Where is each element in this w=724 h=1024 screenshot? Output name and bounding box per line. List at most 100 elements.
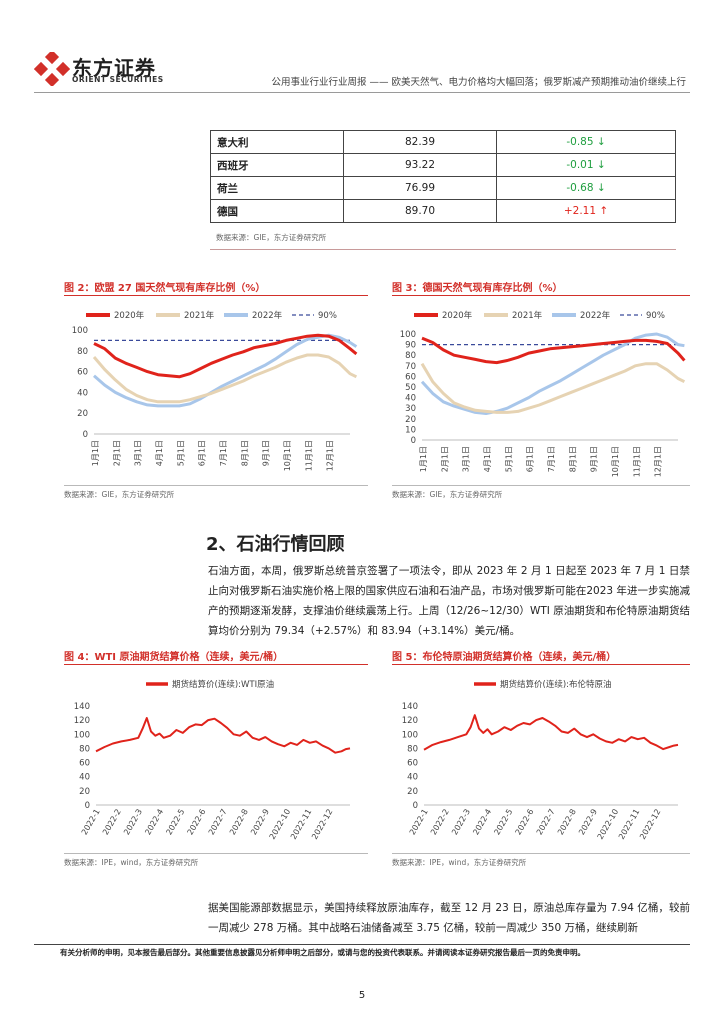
- country-cell: 荷兰: [210, 176, 344, 200]
- header-divider: [34, 92, 690, 93]
- y-tick-label: 30: [405, 404, 416, 414]
- x-tick-label: 2022-7: [207, 808, 229, 837]
- y-tick-label: 20: [407, 787, 418, 797]
- section-title: 2、石油行情回顾: [206, 534, 345, 555]
- fig5-bottom-line: [392, 853, 690, 854]
- y-tick-label: 20: [77, 409, 88, 419]
- x-tick-label: 2022-7: [535, 808, 557, 837]
- x-tick-label: 2022-5: [492, 808, 514, 837]
- x-tick-label: 2月1日: [440, 446, 449, 472]
- x-tick-label: 2022-4: [471, 808, 493, 837]
- x-tick-label: 2022-5: [164, 808, 186, 837]
- logo-name-cn: 东方证券: [72, 56, 156, 80]
- series-line-1: [421, 336, 686, 365]
- fig4-title-line: [64, 664, 368, 665]
- legend-label-2: 2021年: [184, 310, 215, 321]
- fig2-bottom-line: [64, 485, 368, 486]
- y-tick-label: 40: [405, 394, 416, 404]
- x-tick-label: 2022-8: [228, 808, 250, 837]
- fig5-source: 数据来源：IPE，wind，东方证券研究所: [392, 858, 527, 867]
- y-tick-label: 80: [79, 744, 90, 754]
- storage-table: 意大利 82.39 -0.85 ↓ 西班牙 93.22 -0.01 ↓ 荷兰 76.99 -0.…: [210, 130, 676, 223]
- x-tick-label: 7月1日: [219, 440, 228, 466]
- legend-label-90: 90%: [318, 311, 337, 321]
- fig5-title-line: [392, 664, 690, 665]
- fig3-chart: 2020年 2021年 2022年 90% 0102030405060708090100…: [400, 310, 686, 477]
- y-tick-label: 0: [413, 801, 418, 811]
- x-tick-label: 12月1日: [654, 446, 663, 477]
- page-number: 5: [358, 990, 366, 1001]
- y-tick-label: 60: [407, 759, 418, 769]
- series-line-3: [93, 333, 358, 408]
- change-cell: -0.01 ↓: [496, 153, 676, 177]
- fig2-title: 图 2：欧盟 27 国天然气现有库存比例（%）: [64, 283, 266, 294]
- change-cell: +2.11 ↑: [496, 199, 676, 223]
- fig3-source: 数据来源：GIE，东方证券研究所: [392, 490, 503, 499]
- y-tick-label: 100: [402, 730, 418, 740]
- y-tick-label: 80: [407, 744, 418, 754]
- table-row: 西班牙 93.22 -0.01 ↓: [210, 153, 676, 177]
- legend-label-1: 2020年: [442, 310, 473, 321]
- x-tick-label: 2022-4: [143, 808, 165, 837]
- y-tick-label: 100: [74, 730, 90, 740]
- legend-label-3: 2022年: [252, 310, 283, 321]
- legend-label-3: 2022年: [580, 310, 611, 321]
- x-tick-label: 8月1日: [240, 440, 249, 466]
- x-tick-label: 2022-2: [429, 808, 451, 837]
- change-cell: -0.85 ↓: [496, 130, 676, 154]
- fig2-title-line: [64, 295, 368, 296]
- x-tick-label: 2022-3: [450, 808, 472, 837]
- y-tick-label: 80: [77, 347, 88, 357]
- x-tick-label: 2022-8: [556, 808, 578, 837]
- x-tick-label: 9月1日: [590, 446, 599, 472]
- x-tick-label: 2022-9: [249, 808, 271, 837]
- y-tick-label: 60: [405, 372, 416, 382]
- y-tick-label: 60: [79, 759, 90, 769]
- y-tick-label: 80: [405, 351, 416, 361]
- country-cell: 西班牙: [210, 153, 344, 177]
- x-tick-label: 8月1日: [568, 446, 577, 472]
- y-tick-label: 120: [402, 716, 418, 726]
- country-cell: 德国: [210, 199, 344, 223]
- x-tick-label: 12月1日: [326, 440, 335, 471]
- table-row: 荷兰 76.99 -0.68 ↓: [210, 176, 676, 200]
- table-bottom-line: [210, 249, 676, 250]
- x-tick-label: 2022-2: [101, 808, 123, 837]
- x-tick-label: 3月1日: [462, 446, 471, 472]
- x-tick-label: 5月1日: [176, 440, 185, 466]
- x-tick-label: 5月1日: [504, 446, 513, 472]
- value-cell: 89.70: [343, 199, 497, 223]
- x-tick-label: 7月1日: [547, 446, 556, 472]
- value-cell: 82.39: [343, 130, 497, 154]
- x-tick-label: 10月1日: [611, 446, 620, 477]
- legend-label: 期货结算价(连续):布伦特原油: [500, 679, 612, 690]
- value-cell: 76.99: [343, 176, 497, 200]
- y-tick-label: 20: [79, 787, 90, 797]
- fig4-source: 数据来源：IPE，wind，东方证券研究所: [64, 858, 199, 867]
- y-tick-label: 20: [405, 415, 416, 425]
- fig2-source: 数据来源：GIE，东方证券研究所: [64, 490, 175, 499]
- x-tick-label: 11月1日: [632, 446, 641, 477]
- fig3-title-line: [392, 295, 690, 296]
- series-line-1: [95, 717, 351, 754]
- change-cell: -0.68 ↓: [496, 176, 676, 200]
- table-source: 数据来源：GIE，东方证券研究所: [216, 233, 327, 242]
- fig4-bottom-line: [64, 853, 368, 854]
- y-tick-label: 0: [411, 436, 416, 446]
- x-tick-label: 9月1日: [262, 440, 271, 466]
- footer-divider: [34, 944, 690, 945]
- y-tick-label: 70: [405, 362, 416, 372]
- x-tick-label: 2022-6: [514, 808, 536, 837]
- x-tick-label: 2022-12: [310, 808, 335, 841]
- x-tick-label: 4月1日: [483, 446, 492, 472]
- y-tick-label: 40: [77, 388, 88, 398]
- table-row: 意大利 82.39 -0.85 ↓: [210, 130, 676, 154]
- country-cell: 意大利: [210, 130, 344, 154]
- y-tick-label: 140: [74, 702, 90, 712]
- y-tick-label: 10: [405, 425, 416, 435]
- logo-name-en: ORIENT SECURITIES: [72, 75, 164, 84]
- section-paragraph-1: 石油方面，本周，俄罗斯总统普京签署了一项法令，即从 2023 年 2 月 1 日…: [208, 565, 690, 637]
- table-row: 德国 89.70 +2.11 ↑: [210, 199, 676, 223]
